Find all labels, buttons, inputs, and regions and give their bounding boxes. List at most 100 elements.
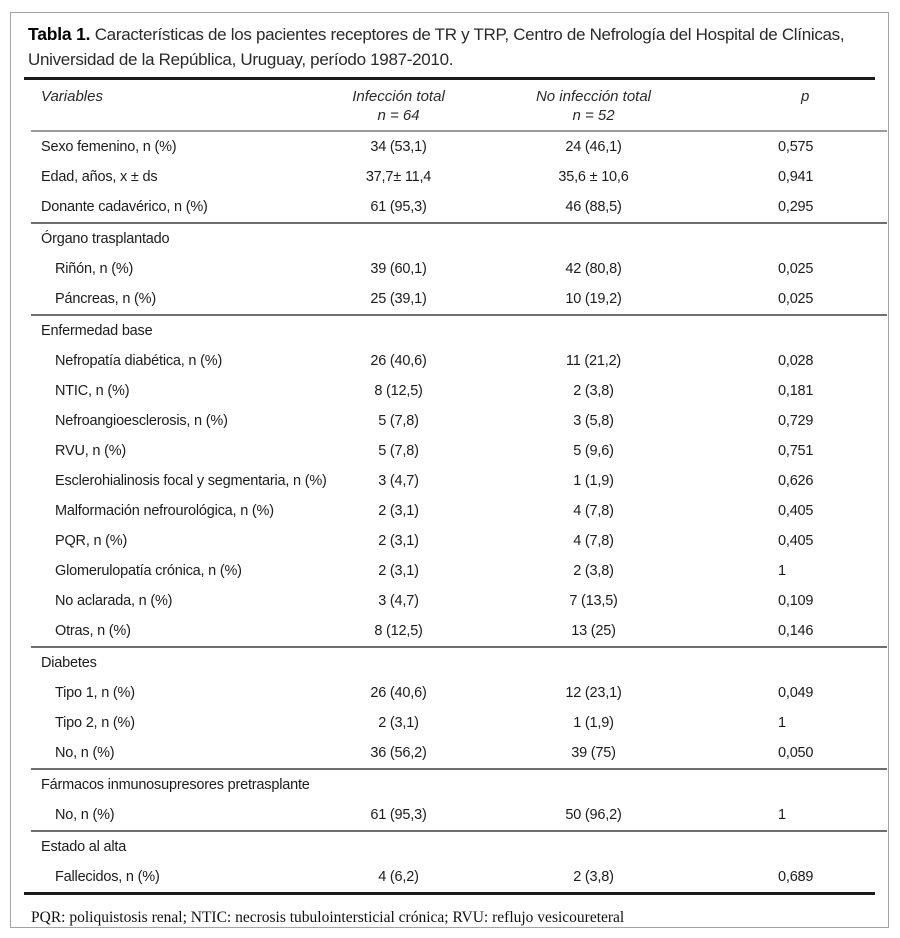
value-infeccion: 61 (95,3) <box>321 800 476 832</box>
value-infeccion: 2 (3,1) <box>378 533 419 549</box>
value-no-infeccion: 1 (1,9) <box>573 473 614 489</box>
page-frame: Tabla 1. Características de los paciente… <box>10 12 889 928</box>
table-row: PQR, n (%) 2 (3,1) 4 (7,8) 0,405 <box>31 526 887 556</box>
value-infeccion: 2 (3,1) <box>378 503 419 519</box>
value-infeccion: 2 (3,1) <box>378 715 419 731</box>
group1-label: Infección total <box>352 88 445 105</box>
value-p: 0,689 <box>778 869 814 885</box>
row-label: Otras, n (%) <box>31 616 321 648</box>
section-row: Enfermedad base <box>31 315 887 346</box>
column-header-infeccion-total: Infección total n = 64 <box>321 80 476 132</box>
value-no-infeccion: 50 (96,2) <box>476 800 711 832</box>
table-row: Sexo femenino, n (%) 34 (53,1) 24 (46,1)… <box>31 131 887 162</box>
row-label: Fallecidos, n (%) <box>55 869 160 885</box>
row-label: Tipo 1, n (%) <box>55 685 135 701</box>
value-p: 0,028 <box>778 353 814 369</box>
table-row: Nefropatía diabética, n (%) 26 (40,6) 11… <box>31 346 887 376</box>
value-p: 0,049 <box>778 685 814 701</box>
table-row: No, n (%) 36 (56,2) 39 (75) 0,050 <box>31 738 887 770</box>
group2-label: No infección total <box>535 88 652 105</box>
group1-n: n = 64 <box>377 107 420 124</box>
value-no-infeccion: 4 (7,8) <box>573 533 614 549</box>
value-infeccion: 26 (40,6) <box>370 685 427 701</box>
table-row: Tipo 2, n (%) 2 (3,1) 1 (1,9) 1 <box>31 708 887 738</box>
row-label: PQR, n (%) <box>55 533 128 549</box>
table-footnote: PQR: poliquistosis renal; NTIC: necrosis… <box>31 909 625 926</box>
table-body: Sexo femenino, n (%) 34 (53,1) 24 (46,1)… <box>31 131 887 892</box>
value-no-infeccion: 2 (3,8) <box>573 563 614 579</box>
section-label: Diabetes <box>41 655 97 671</box>
table-row: No, n (%) 61 (95,3) 50 (96,2) 1 <box>31 800 887 832</box>
value-no-infeccion: 2 (3,8) <box>573 869 614 885</box>
title-line-2: Universidad de la República, Uruguay, pe… <box>28 50 454 69</box>
value-no-infeccion: 10 (19,2) <box>476 284 711 316</box>
value-infeccion: 4 (6,2) <box>378 869 419 885</box>
value-infeccion: 8 (12,5) <box>321 616 476 648</box>
row-label: Esclerohialinosis focal y segmentaria, n… <box>55 473 327 489</box>
table-row: Riñón, n (%) 39 (60,1) 42 (80,8) 0,025 <box>31 254 887 284</box>
title-text-1: Características de los pacientes recepto… <box>94 25 845 44</box>
row-label: Nefropatía diabética, n (%) <box>55 353 223 369</box>
value-infeccion: 36 (56,2) <box>321 738 476 770</box>
value-p: 0,751 <box>778 443 814 459</box>
value-p: 0,146 <box>711 616 887 648</box>
value-no-infeccion: 4 (7,8) <box>573 503 614 519</box>
value-no-infeccion: 42 (80,8) <box>565 261 622 277</box>
value-p: 0,295 <box>711 192 887 224</box>
bottom-rule <box>24 892 875 895</box>
row-label: No, n (%) <box>31 738 321 770</box>
value-p: 0,181 <box>778 383 814 399</box>
row-label: Malformación nefrourológica, n (%) <box>55 503 274 519</box>
row-label: Riñón, n (%) <box>55 261 134 277</box>
value-no-infeccion: 5 (9,6) <box>573 443 614 459</box>
value-infeccion: 3 (4,7) <box>378 473 419 489</box>
value-no-infeccion: 24 (46,1) <box>565 139 622 155</box>
table-row: Donante cadavérico, n (%) 61 (95,3) 46 (… <box>31 192 887 224</box>
value-infeccion: 39 (60,1) <box>370 261 427 277</box>
value-p: 1 <box>778 563 786 579</box>
row-label: NTIC, n (%) <box>55 383 130 399</box>
row-label: No, n (%) <box>31 800 321 832</box>
row-label: Sexo femenino, n (%) <box>41 139 177 155</box>
value-p: 1 <box>778 715 786 731</box>
value-p: 0,050 <box>711 738 887 770</box>
table-header: Variables Infección total n = 64 No infe… <box>31 80 887 132</box>
table-row: Esclerohialinosis focal y segmentaria, n… <box>31 466 887 496</box>
value-p: 1 <box>711 800 887 832</box>
table-row: Páncreas, n (%) 25 (39,1) 10 (19,2) 0,02… <box>31 284 887 316</box>
table-title: Tabla 1. Características de los paciente… <box>24 13 875 80</box>
section-row: Órgano trasplantado <box>31 223 887 254</box>
row-label: Tipo 2, n (%) <box>55 715 135 731</box>
group2-n: n = 52 <box>572 107 615 124</box>
column-header-no-infeccion-total: No infección total n = 52 <box>476 80 711 132</box>
value-p: 0,729 <box>778 413 814 429</box>
row-label: RVU, n (%) <box>55 443 127 459</box>
header-row: Variables Infección total n = 64 No infe… <box>31 80 887 132</box>
row-label: Nefroangioesclerosis, n (%) <box>55 413 228 429</box>
table-row: No aclarada, n (%) 3 (4,7) 7 (13,5) 0,10… <box>31 586 887 616</box>
table-row: Nefroangioesclerosis, n (%) 5 (7,8) 3 (5… <box>31 406 887 436</box>
value-no-infeccion: 3 (5,8) <box>573 413 614 429</box>
value-p: 0,109 <box>778 593 814 609</box>
value-infeccion: 25 (39,1) <box>321 284 476 316</box>
characteristics-table: Variables Infección total n = 64 No infe… <box>31 80 887 892</box>
table-row: Edad, años, x ± ds 37,7± 11,4 35,6 ± 10,… <box>31 162 887 192</box>
row-label: Glomerulopatía crónica, n (%) <box>55 563 242 579</box>
value-infeccion: 26 (40,6) <box>370 353 427 369</box>
section-row: Diabetes <box>31 647 887 678</box>
value-p: 0,575 <box>778 139 814 155</box>
section-label: Fármacos inmunosupresores pretrasplante <box>41 777 310 793</box>
row-label: Páncreas, n (%) <box>31 284 321 316</box>
value-p: 0,941 <box>778 169 814 185</box>
value-no-infeccion: 2 (3,8) <box>573 383 614 399</box>
value-p: 0,405 <box>778 503 814 519</box>
value-p: 0,405 <box>778 533 814 549</box>
value-no-infeccion: 13 (25) <box>476 616 711 648</box>
row-label: Donante cadavérico, n (%) <box>31 192 321 224</box>
title-line-1: Tabla 1. Características de los paciente… <box>28 22 875 47</box>
table-row: NTIC, n (%) 8 (12,5) 2 (3,8) 0,181 <box>31 376 887 406</box>
value-infeccion: 37,7± 11,4 <box>365 169 432 185</box>
value-no-infeccion: 46 (88,5) <box>476 192 711 224</box>
value-p: 0,626 <box>778 473 814 489</box>
value-infeccion: 5 (7,8) <box>378 443 419 459</box>
